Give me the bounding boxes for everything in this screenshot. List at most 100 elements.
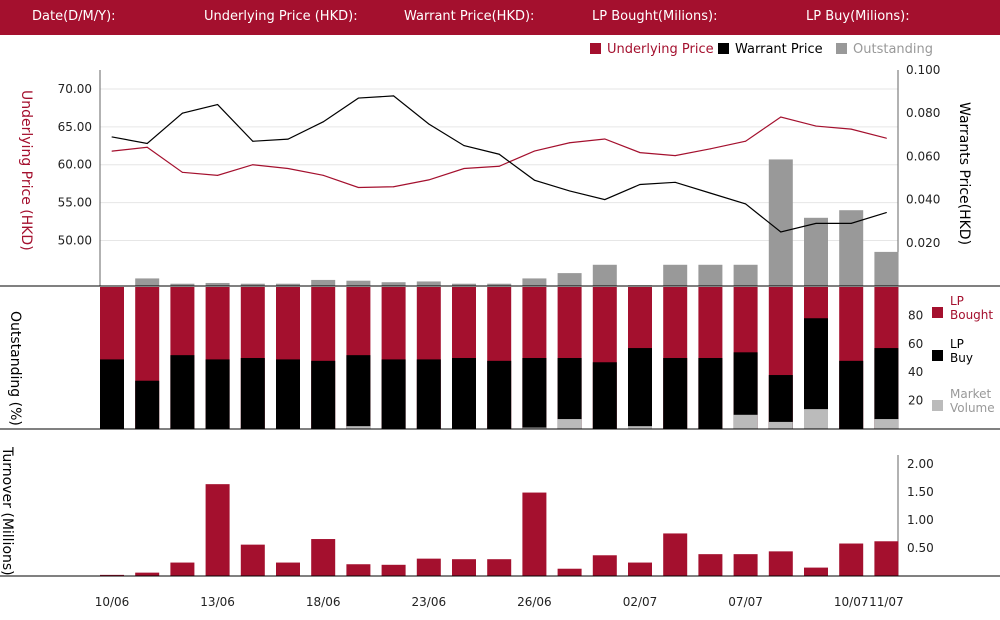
mid-legend-label: Volume [950, 401, 995, 415]
legend-label: Warrant Price [735, 42, 823, 57]
warrant-point [287, 138, 289, 140]
turnover-bar [628, 562, 652, 576]
legend-label: Underlying Price [607, 42, 714, 57]
market-volume-bar [804, 409, 828, 429]
outstanding-bar [804, 217, 828, 286]
market-volume-bar [874, 419, 899, 429]
turnover-bar [240, 544, 265, 576]
mid-legend-swatch [932, 307, 943, 318]
warrant-point [604, 199, 606, 201]
lp-buy-bar [874, 348, 899, 429]
mid-legend-label: Buy [950, 351, 973, 365]
turnover-bar [276, 562, 300, 576]
underlying-point [181, 171, 183, 173]
underlying-point [111, 150, 113, 152]
warrant-point [181, 112, 183, 114]
market-volume-bar [522, 427, 547, 429]
turnover-bar [100, 574, 124, 576]
turnover-bar [346, 564, 371, 576]
mid-legend-label: Market [950, 387, 992, 401]
mid-legend-label: LP [950, 337, 964, 351]
mid-tick-label: 60 [908, 337, 923, 351]
legend-outstanding[interactable]: Outstanding [836, 42, 933, 57]
lp-buy-bar [557, 358, 582, 429]
turnover-bar [804, 567, 828, 576]
turnover-bar [311, 539, 336, 576]
x-tick-label: 11/07 [869, 595, 904, 609]
legend-label: Outstanding [853, 42, 933, 57]
outstanding-bar [416, 281, 441, 286]
warrant-point [498, 153, 500, 155]
bottom-tick-label: 2.00 [907, 457, 934, 471]
x-tick-label: 07/07 [728, 595, 763, 609]
header-date-label: Date(D/M/Y): [32, 9, 116, 24]
underlying-point [498, 165, 500, 167]
mid-tick-label: 20 [908, 394, 923, 408]
underlying-point [393, 186, 395, 188]
underlying-point [850, 128, 852, 130]
x-tick-label: 13/06 [200, 595, 235, 609]
turnover-bar [557, 568, 582, 576]
underlying-point [252, 164, 254, 166]
outstanding-bar [522, 278, 547, 286]
warrant-point [569, 190, 571, 192]
right-tick-label: 0.020 [906, 236, 940, 250]
x-tick-label: 10/07 [834, 595, 869, 609]
lp-buy-bar [416, 359, 441, 429]
outstanding-bar [557, 273, 582, 286]
warrant-point [815, 222, 817, 224]
underlying-point [357, 186, 359, 188]
outstanding-bar [381, 282, 406, 286]
outstanding-bar [874, 251, 899, 286]
x-tick-label: 18/06 [306, 595, 341, 609]
outstanding-bar [240, 283, 265, 286]
lp-buy-bar [628, 348, 652, 429]
turnover-bar [698, 554, 723, 576]
header-bar: Date(D/M/Y): Underlying Price (HKD): War… [0, 0, 1000, 35]
warrant-point [780, 231, 782, 233]
warrant-point [463, 145, 465, 147]
header-lp-bought-label: LP Bought(Milions): [592, 9, 718, 24]
underlying-point [287, 168, 289, 170]
turnover-bar [135, 572, 160, 576]
legend-warrant[interactable]: Warrant Price [718, 42, 823, 57]
left-tick-label: 60.00 [58, 158, 92, 172]
turnover-bar [452, 559, 476, 576]
turnover-bar [416, 558, 441, 576]
lp-buy-bar [452, 358, 476, 429]
x-tick-label: 10/06 [95, 595, 130, 609]
mid-legend-label: Bought [950, 308, 993, 322]
right-tick-label: 0.060 [906, 149, 940, 163]
underlying-point [463, 168, 465, 170]
warrant-point [533, 179, 535, 181]
warrant-point [322, 121, 324, 123]
warrant-point [217, 104, 219, 106]
outstanding-bar [487, 283, 512, 286]
header-lp-buy-label: LP Buy(Milions): [806, 9, 910, 24]
lp-buy-bar [522, 358, 547, 429]
turnover-bar [663, 533, 688, 576]
outstanding-bar [768, 159, 793, 286]
lp-buy-bar [381, 359, 406, 429]
underlying-point [885, 137, 887, 139]
outstanding-bar [592, 264, 617, 286]
underlying-point [674, 155, 676, 157]
outstanding-bar [452, 283, 476, 286]
left-tick-label: 50.00 [58, 234, 92, 248]
outstanding-bar [346, 280, 371, 286]
legend-underlying[interactable]: Underlying Price [590, 42, 714, 57]
turnover-bar [733, 554, 758, 576]
market-volume-bar [557, 419, 582, 429]
outstanding-bar [733, 264, 758, 286]
warrant-point [252, 140, 254, 142]
underlying-point [780, 116, 782, 118]
warrant-point [428, 123, 430, 125]
warrant-point [850, 222, 852, 224]
legend-swatch [718, 43, 729, 54]
outstanding-bar [135, 278, 160, 286]
lp-buy-bar [698, 358, 723, 429]
mid-legend-swatch [932, 400, 943, 411]
lp-buy-bar [839, 360, 864, 429]
lp-buy-bar [487, 360, 512, 429]
